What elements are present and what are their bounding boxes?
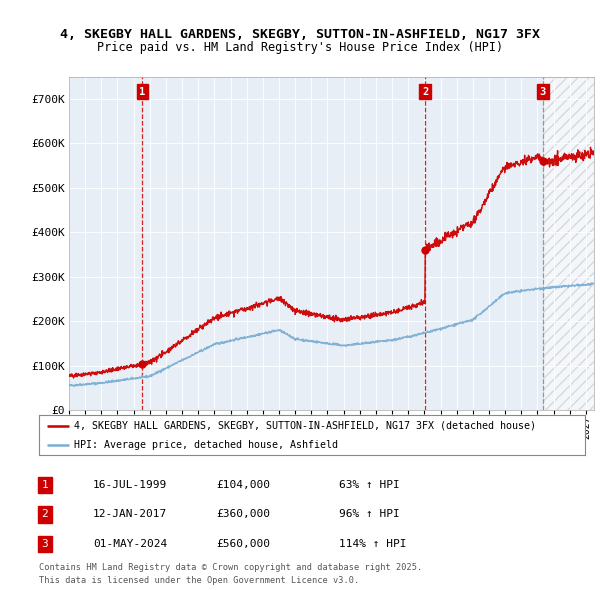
- Text: This data is licensed under the Open Government Licence v3.0.: This data is licensed under the Open Gov…: [39, 576, 359, 585]
- Text: 63% ↑ HPI: 63% ↑ HPI: [339, 480, 400, 490]
- Text: HPI: Average price, detached house, Ashfield: HPI: Average price, detached house, Ashf…: [74, 440, 338, 450]
- Text: 3: 3: [539, 87, 546, 97]
- Text: 16-JUL-1999: 16-JUL-1999: [93, 480, 167, 490]
- Text: 4, SKEGBY HALL GARDENS, SKEGBY, SUTTON-IN-ASHFIELD, NG17 3FX (detached house): 4, SKEGBY HALL GARDENS, SKEGBY, SUTTON-I…: [74, 421, 536, 431]
- Text: Contains HM Land Registry data © Crown copyright and database right 2025.: Contains HM Land Registry data © Crown c…: [39, 563, 422, 572]
- Text: 2: 2: [422, 87, 428, 97]
- Text: 4, SKEGBY HALL GARDENS, SKEGBY, SUTTON-IN-ASHFIELD, NG17 3FX: 4, SKEGBY HALL GARDENS, SKEGBY, SUTTON-I…: [60, 28, 540, 41]
- Text: Price paid vs. HM Land Registry's House Price Index (HPI): Price paid vs. HM Land Registry's House …: [97, 41, 503, 54]
- Text: 12-JAN-2017: 12-JAN-2017: [93, 510, 167, 519]
- Text: 01-MAY-2024: 01-MAY-2024: [93, 539, 167, 549]
- Text: 96% ↑ HPI: 96% ↑ HPI: [339, 510, 400, 519]
- Text: 1: 1: [41, 480, 49, 490]
- Text: 1: 1: [139, 87, 145, 97]
- Text: 2: 2: [41, 510, 49, 519]
- Text: £560,000: £560,000: [216, 539, 270, 549]
- Bar: [543, 77, 594, 410]
- Text: £360,000: £360,000: [216, 510, 270, 519]
- Text: 114% ↑ HPI: 114% ↑ HPI: [339, 539, 407, 549]
- Text: £104,000: £104,000: [216, 480, 270, 490]
- Text: 3: 3: [41, 539, 49, 549]
